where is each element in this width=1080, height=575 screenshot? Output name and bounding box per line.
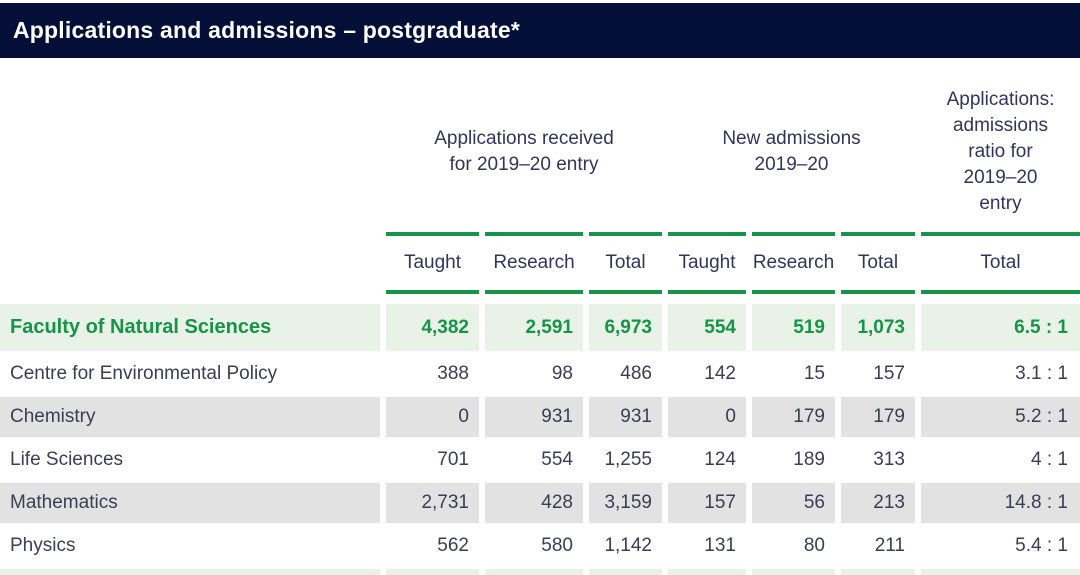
cell-total-applications: 931 (589, 397, 662, 437)
cell-ratio: 4 : 1 (1031, 449, 1068, 470)
cell-total-admissions: 313 (873, 449, 905, 470)
cell-taught-admissions: 157 (668, 483, 746, 523)
column-header-spacer (0, 232, 380, 294)
row-label: Physics (10, 535, 76, 556)
row-label: Faculty of Natural Sciences (0, 304, 380, 351)
cell-taught-admissions: 124 (704, 449, 736, 470)
column-header-total-admissions: Total (841, 232, 915, 294)
table-row-physics: Physics 562 580 1,142 131 80 211 5.4 : 1 (0, 526, 1080, 566)
group-header-applications-admissions-ratio: Applications: admissions ratio for 2019–… (946, 89, 1055, 214)
table-row-chemistry: Chemistry 0 931 931 0 179 179 5.2 : 1 (0, 397, 1080, 437)
cell-total-admissions: 179 (841, 397, 915, 437)
cell-ratio: 14.8 : 1 (921, 483, 1080, 523)
cell-taught-applications: 2,731 (386, 483, 479, 523)
cell-research-admissions: 15 (803, 363, 825, 384)
cell-ratio: 5.2 : 1 (921, 397, 1080, 437)
cell-taught-admissions: 142 (704, 363, 736, 384)
cell-research-applications: 2,591 (485, 304, 583, 351)
cell-total-applications: 486 (620, 363, 652, 384)
cell-research-admissions: 519 (752, 304, 835, 351)
cell-research-applications: 931 (485, 397, 583, 437)
group-header-spacer (0, 58, 380, 232)
table-row-mathematics: Mathematics 2,731 428 3,159 157 56 213 1… (0, 483, 1080, 523)
cell-total-applications: 1,142 (604, 535, 652, 556)
cell-ratio: 5.4 : 1 (1015, 535, 1068, 556)
cell-research-admissions: 179 (752, 397, 835, 437)
table-row-life-sciences: Life Sciences 701 554 1,255 124 189 313 … (0, 440, 1080, 480)
cell-total-applications: 1,255 (604, 449, 652, 470)
page-title: Applications and admissions – postgradua… (13, 17, 521, 43)
cell-taught-applications: 0 (386, 397, 479, 437)
group-header-applications-received: Applications received for 2019–20 entry (434, 128, 614, 175)
cell-taught-admissions: 554 (668, 304, 746, 351)
group-header-row: Applications received for 2019–20 entry … (0, 58, 1080, 232)
table-row-next-partially-visible (0, 569, 1080, 575)
row-label: Chemistry (0, 397, 380, 437)
table-row-centre-for-environmental-policy: Centre for Environmental Policy 388 98 4… (0, 354, 1080, 394)
cell-ratio: 3.1 : 1 (1015, 363, 1068, 384)
cell-taught-applications: 4,382 (386, 304, 479, 351)
cell-research-applications: 428 (485, 483, 583, 523)
cell-total-admissions: 213 (841, 483, 915, 523)
column-header-total-applications: Total (589, 232, 662, 294)
column-header-row: Taught Research Total Taught Research To… (0, 232, 1080, 294)
cell-taught-applications: 701 (437, 449, 469, 470)
cell-research-admissions: 56 (752, 483, 835, 523)
group-header-new-admissions: New admissions 2019–20 (722, 128, 861, 175)
cell-total-admissions: 1,073 (841, 304, 915, 351)
cell-taught-admissions: 131 (704, 535, 736, 556)
row-label: Mathematics (0, 483, 380, 523)
cell-research-applications: 580 (541, 535, 573, 556)
row-label: Centre for Environmental Policy (10, 363, 278, 384)
cell-ratio: 6.5 : 1 (921, 304, 1080, 351)
cell-total-applications: 3,159 (589, 483, 662, 523)
cell-taught-applications: 562 (437, 535, 469, 556)
title-bar: Applications and admissions – postgradua… (0, 3, 1080, 58)
cell-research-applications: 554 (541, 449, 573, 470)
column-header-taught-admissions: Taught (668, 232, 746, 294)
column-header-research-applications: Research (485, 232, 583, 294)
cell-total-applications: 6,973 (589, 304, 662, 351)
table-row-faculty-of-natural-sciences: Faculty of Natural Sciences 4,382 2,591 … (0, 304, 1080, 351)
cell-taught-admissions: 0 (668, 397, 746, 437)
row-label: Life Sciences (10, 449, 124, 470)
cell-research-admissions: 80 (803, 535, 825, 556)
column-header-total-ratio: Total (921, 232, 1080, 294)
column-header-taught-applications: Taught (386, 232, 479, 294)
cell-research-applications: 98 (551, 363, 573, 384)
cell-total-admissions: 157 (873, 363, 905, 384)
cell-total-admissions: 211 (874, 535, 905, 556)
cell-taught-applications: 388 (437, 363, 469, 384)
column-header-research-admissions: Research (752, 232, 835, 294)
cell-research-admissions: 189 (793, 449, 825, 470)
